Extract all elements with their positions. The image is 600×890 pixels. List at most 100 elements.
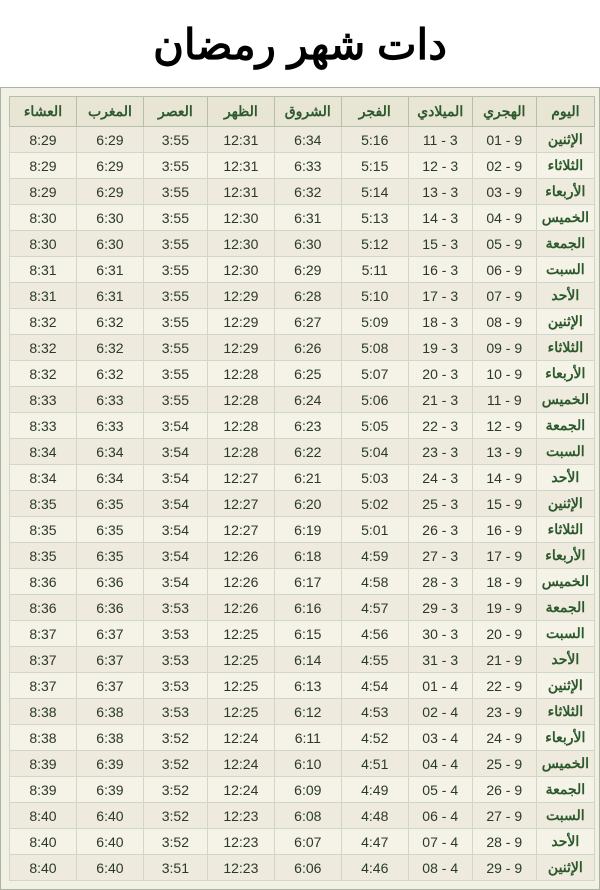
data-cell: 6:40: [76, 829, 143, 855]
data-cell: 4 - 04: [408, 751, 472, 777]
data-cell: 3:53: [143, 595, 207, 621]
data-cell: 3 - 16: [408, 257, 472, 283]
data-cell: 6:32: [274, 179, 341, 205]
table-row: 8:336:333:5512:286:245:063 - 219 - 11الخ…: [10, 387, 595, 413]
table-row: 8:326:323:5512:296:275:093 - 189 - 08الإ…: [10, 309, 595, 335]
day-name-cell: الخميس: [536, 387, 594, 413]
data-cell: 6:31: [274, 205, 341, 231]
data-cell: 3 - 11: [408, 127, 472, 153]
column-header: الهجري: [472, 97, 536, 127]
data-cell: 6:11: [274, 725, 341, 751]
data-cell: 6:40: [76, 855, 143, 881]
table-row: 8:296:293:5512:316:325:143 - 139 - 03الأ…: [10, 179, 595, 205]
day-name-cell: السبت: [536, 621, 594, 647]
table-row: 8:336:333:5412:286:235:053 - 229 - 12الج…: [10, 413, 595, 439]
data-cell: 8:32: [10, 309, 77, 335]
data-cell: 4:48: [341, 803, 408, 829]
data-cell: 9 - 25: [472, 751, 536, 777]
data-cell: 6:36: [76, 569, 143, 595]
data-cell: 6:19: [274, 517, 341, 543]
data-cell: 6:39: [76, 751, 143, 777]
table-row: 8:326:323:5512:296:265:083 - 199 - 09الث…: [10, 335, 595, 361]
data-cell: 6:39: [76, 777, 143, 803]
data-cell: 12:31: [207, 153, 274, 179]
data-cell: 8:33: [10, 413, 77, 439]
day-name-cell: السبت: [536, 439, 594, 465]
data-cell: 6:40: [76, 803, 143, 829]
data-cell: 9 - 13: [472, 439, 536, 465]
data-cell: 3 - 30: [408, 621, 472, 647]
data-cell: 6:22: [274, 439, 341, 465]
data-cell: 8:34: [10, 465, 77, 491]
data-cell: 3 - 28: [408, 569, 472, 595]
data-cell: 4:53: [341, 699, 408, 725]
data-cell: 3:54: [143, 465, 207, 491]
data-cell: 12:30: [207, 231, 274, 257]
data-cell: 12:23: [207, 855, 274, 881]
table-row: 8:306:303:5512:306:305:123 - 159 - 05الج…: [10, 231, 595, 257]
data-cell: 5:13: [341, 205, 408, 231]
data-cell: 8:37: [10, 647, 77, 673]
table-row: 8:386:383:5212:246:114:524 - 039 - 24الأ…: [10, 725, 595, 751]
data-cell: 12:28: [207, 413, 274, 439]
data-cell: 8:39: [10, 777, 77, 803]
data-cell: 3:52: [143, 777, 207, 803]
data-cell: 8:38: [10, 699, 77, 725]
data-cell: 9 - 10: [472, 361, 536, 387]
data-cell: 8:35: [10, 491, 77, 517]
table-row: 8:366:363:5412:266:174:583 - 289 - 18الخ…: [10, 569, 595, 595]
data-cell: 9 - 27: [472, 803, 536, 829]
data-cell: 9 - 19: [472, 595, 536, 621]
data-cell: 3:55: [143, 361, 207, 387]
data-cell: 6:31: [76, 257, 143, 283]
data-cell: 5:14: [341, 179, 408, 205]
data-cell: 9 - 07: [472, 283, 536, 309]
data-cell: 9 - 09: [472, 335, 536, 361]
data-cell: 12:26: [207, 595, 274, 621]
data-cell: 5:05: [341, 413, 408, 439]
data-cell: 3:53: [143, 673, 207, 699]
data-cell: 8:32: [10, 361, 77, 387]
data-cell: 9 - 06: [472, 257, 536, 283]
data-cell: 9 - 11: [472, 387, 536, 413]
data-cell: 4 - 07: [408, 829, 472, 855]
data-cell: 9 - 17: [472, 543, 536, 569]
data-cell: 8:40: [10, 855, 77, 881]
day-name-cell: السبت: [536, 257, 594, 283]
data-cell: 6:29: [76, 179, 143, 205]
data-cell: 6:20: [274, 491, 341, 517]
data-cell: 4:47: [341, 829, 408, 855]
data-cell: 3 - 25: [408, 491, 472, 517]
data-cell: 3:54: [143, 517, 207, 543]
data-cell: 6:18: [274, 543, 341, 569]
data-cell: 5:01: [341, 517, 408, 543]
data-cell: 3 - 20: [408, 361, 472, 387]
data-cell: 4 - 06: [408, 803, 472, 829]
data-cell: 8:38: [10, 725, 77, 751]
day-name-cell: الإثنين: [536, 673, 594, 699]
day-name-cell: الثلاثاء: [536, 335, 594, 361]
data-cell: 3:55: [143, 387, 207, 413]
data-cell: 9 - 14: [472, 465, 536, 491]
data-cell: 3 - 22: [408, 413, 472, 439]
data-cell: 3:55: [143, 153, 207, 179]
data-cell: 5:02: [341, 491, 408, 517]
data-cell: 12:27: [207, 491, 274, 517]
data-cell: 6:29: [76, 127, 143, 153]
data-cell: 9 - 02: [472, 153, 536, 179]
data-cell: 3 - 27: [408, 543, 472, 569]
data-cell: 4:54: [341, 673, 408, 699]
day-name-cell: الإثنين: [536, 309, 594, 335]
data-cell: 3:54: [143, 413, 207, 439]
data-cell: 6:30: [76, 231, 143, 257]
data-cell: 5:12: [341, 231, 408, 257]
day-name-cell: الثلاثاء: [536, 699, 594, 725]
data-cell: 6:29: [274, 257, 341, 283]
data-cell: 6:16: [274, 595, 341, 621]
table-row: 8:296:293:5512:316:345:163 - 119 - 01الإ…: [10, 127, 595, 153]
data-cell: 3:54: [143, 569, 207, 595]
data-cell: 3:54: [143, 543, 207, 569]
table-row: 8:396:393:5212:246:094:494 - 059 - 26الج…: [10, 777, 595, 803]
data-cell: 6:06: [274, 855, 341, 881]
data-cell: 3 - 15: [408, 231, 472, 257]
